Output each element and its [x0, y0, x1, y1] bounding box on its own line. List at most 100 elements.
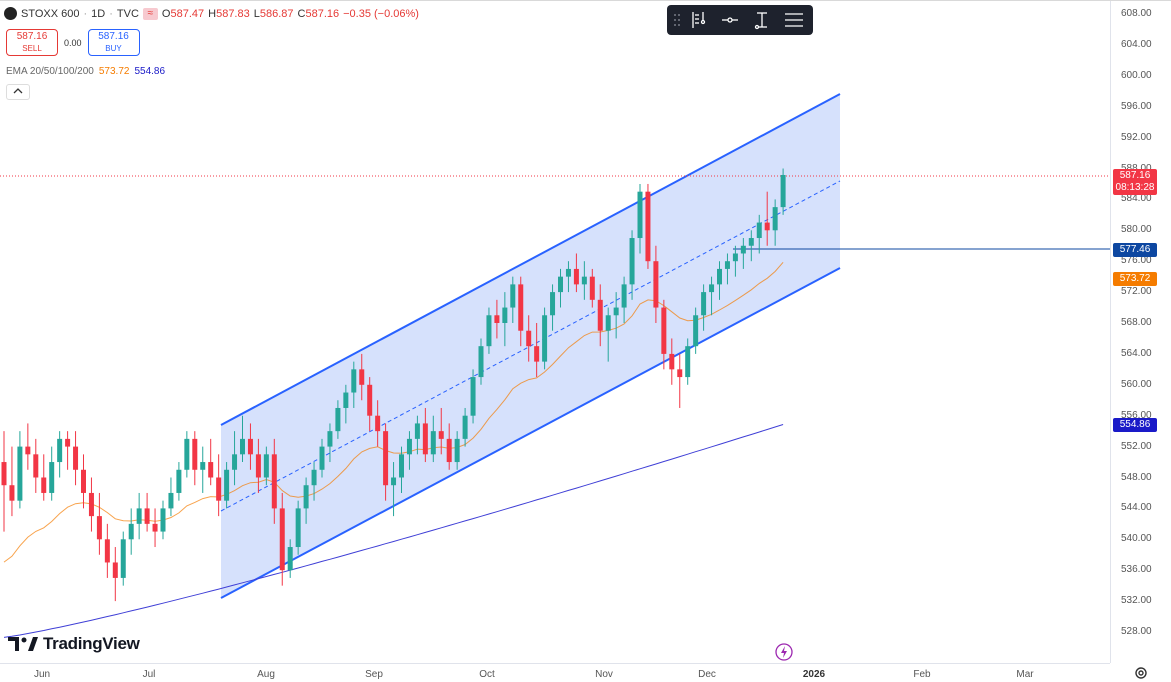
candle-body[interactable]	[240, 438, 245, 455]
candle-body[interactable]	[478, 346, 484, 378]
candle-body[interactable]	[73, 446, 79, 470]
candle-body[interactable]	[216, 477, 222, 501]
candle-body[interactable]	[502, 307, 508, 323]
candle-body[interactable]	[383, 431, 389, 486]
candle-body[interactable]	[65, 438, 71, 447]
candle-body[interactable]	[438, 431, 444, 439]
time-axis[interactable]: Jun Jul Aug Sep Oct Nov Dec 2026 Feb Mar	[0, 663, 1110, 682]
candle-body[interactable]	[422, 423, 428, 455]
candle-body[interactable]	[462, 415, 468, 439]
candle-body[interactable]	[200, 462, 206, 470]
indicator-legend[interactable]: EMA 20/50/100/200 573.72 554.86	[6, 66, 165, 77]
candle-body[interactable]	[41, 477, 47, 493]
candle-body[interactable]	[287, 547, 293, 571]
price-axis[interactable]: 608.00 604.00 600.00 596.00 592.00 588.00 584.…	[1110, 1, 1171, 663]
lightning-icon[interactable]	[775, 643, 793, 661]
candle-body[interactable]	[128, 523, 134, 540]
candle-body[interactable]	[701, 292, 707, 316]
candle-body[interactable]	[581, 276, 587, 285]
candle-body[interactable]	[49, 462, 55, 493]
candle-body[interactable]	[319, 446, 325, 470]
candle-body[interactable]	[709, 284, 715, 293]
candle-body[interactable]	[311, 469, 317, 486]
candle-body[interactable]	[25, 446, 31, 455]
candle-body[interactable]	[669, 353, 675, 370]
candle-body[interactable]	[1, 462, 7, 486]
measure-tool-icon[interactable]	[747, 7, 777, 33]
candle-body[interactable]	[748, 238, 754, 246]
candle-body[interactable]	[573, 268, 579, 285]
candle-body[interactable]	[57, 438, 63, 463]
collapse-legend-button[interactable]	[6, 84, 30, 100]
candle-body[interactable]	[208, 462, 214, 478]
candle-body[interactable]	[367, 384, 373, 416]
symbol-name[interactable]: STOXX 600	[21, 7, 80, 20]
market-status-icon[interactable]: ≈	[142, 7, 158, 20]
drawing-toolbar[interactable]	[667, 5, 813, 35]
candle-body[interactable]	[17, 446, 23, 501]
candle-body[interactable]	[565, 268, 571, 277]
interval-label[interactable]: 1D	[91, 7, 106, 20]
candle-body[interactable]	[494, 315, 500, 323]
candle-body[interactable]	[232, 454, 238, 470]
line-tool-icon[interactable]	[715, 7, 745, 33]
candle-body[interactable]	[263, 454, 269, 478]
candle-body[interactable]	[255, 454, 261, 478]
candle-body[interactable]	[399, 454, 404, 478]
candle-body[interactable]	[645, 191, 651, 262]
candle-body[interactable]	[295, 508, 301, 548]
candle-body[interactable]	[104, 539, 110, 563]
candle-body[interactable]	[486, 315, 492, 347]
candle-body[interactable]	[653, 261, 659, 308]
candle-body[interactable]	[430, 431, 436, 455]
candle-body[interactable]	[343, 392, 349, 408]
candle-body[interactable]	[335, 407, 341, 432]
candle-body[interactable]	[740, 245, 746, 254]
candle-body[interactable]	[375, 415, 381, 432]
text-tool-icon[interactable]	[683, 7, 713, 33]
candle-body[interactable]	[446, 438, 452, 463]
candle-body[interactable]	[184, 438, 190, 470]
candle-body[interactable]	[756, 222, 762, 239]
buy-button[interactable]: 587.16 BUY	[87, 29, 140, 56]
candle-body[interactable]	[176, 469, 182, 493]
sell-button[interactable]: 587.16 SELL	[6, 29, 58, 56]
candle-body[interactable]	[160, 508, 166, 532]
chart-canvas[interactable]	[0, 1, 1110, 663]
candle-body[interactable]	[550, 292, 556, 316]
candle-body[interactable]	[81, 469, 86, 493]
candle-body[interactable]	[152, 523, 158, 532]
candle-body[interactable]	[717, 268, 722, 285]
candle-body[interactable]	[112, 562, 118, 578]
candle-body[interactable]	[542, 315, 548, 362]
candle-body[interactable]	[772, 207, 778, 231]
candle-body[interactable]	[33, 454, 39, 478]
candle-body[interactable]	[192, 438, 198, 470]
candle-body[interactable]	[724, 261, 730, 269]
candle-body[interactable]	[637, 191, 643, 239]
candle-body[interactable]	[629, 238, 635, 285]
drag-handle-icon[interactable]	[673, 12, 681, 28]
candle-body[interactable]	[406, 438, 412, 455]
candle-body[interactable]	[136, 508, 142, 524]
candle-body[interactable]	[391, 477, 397, 486]
candle-body[interactable]	[764, 222, 770, 231]
candle-body[interactable]	[303, 485, 309, 509]
candle-body[interactable]	[168, 492, 174, 509]
candle-body[interactable]	[470, 377, 476, 416]
candle-body[interactable]	[144, 508, 150, 524]
candle-body[interactable]	[414, 423, 420, 439]
candle-body[interactable]	[780, 174, 786, 208]
candle-body[interactable]	[9, 485, 15, 501]
candle-body[interactable]	[271, 454, 277, 509]
candle-body[interactable]	[359, 369, 365, 385]
candle-body[interactable]	[510, 284, 516, 308]
candle-body[interactable]	[96, 516, 102, 540]
parallel-channel-bottom-line[interactable]	[220, 267, 841, 599]
candle-body[interactable]	[677, 369, 683, 378]
candle-body[interactable]	[327, 431, 333, 447]
tradingview-logo[interactable]: TradingView	[8, 634, 140, 654]
candle-body[interactable]	[685, 346, 691, 378]
candle-body[interactable]	[605, 315, 611, 331]
candle-body[interactable]	[732, 253, 738, 262]
